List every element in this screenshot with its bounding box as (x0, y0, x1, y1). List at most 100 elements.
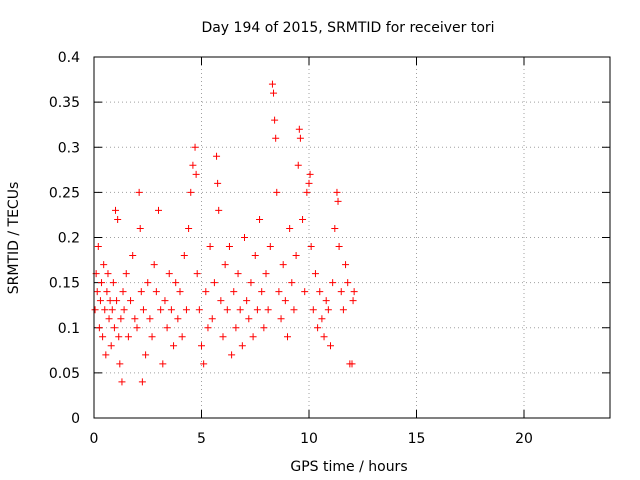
data-point (348, 360, 356, 368)
data-point (342, 261, 350, 269)
data-point (324, 306, 332, 314)
data-point (301, 288, 309, 296)
data-point (138, 378, 146, 386)
data-point (260, 324, 268, 332)
data-point (122, 270, 130, 278)
data-point (144, 279, 152, 287)
data-point (333, 188, 341, 196)
data-point (136, 224, 144, 232)
data-point (286, 224, 294, 232)
data-point (270, 89, 278, 97)
y-tick-label: 0.25 (49, 185, 80, 201)
data-point (112, 206, 119, 214)
data-point (303, 188, 311, 196)
y-tick-label: 0.3 (58, 140, 80, 156)
x-tick-label: 15 (408, 431, 426, 447)
data-point (95, 324, 103, 332)
data-point (101, 306, 109, 314)
data-point (91, 306, 99, 314)
data-point (221, 261, 229, 269)
data-point (318, 315, 326, 323)
data-point (247, 279, 255, 287)
data-point (189, 161, 197, 169)
data-point (322, 297, 330, 305)
y-tick-label: 0.1 (58, 321, 80, 337)
data-point (230, 288, 238, 296)
data-point (131, 315, 139, 323)
data-point (193, 270, 201, 278)
data-point (309, 306, 317, 314)
data-point (176, 288, 184, 296)
data-point (172, 279, 180, 287)
x-tick-label: 5 (197, 431, 206, 447)
data-point (106, 297, 114, 305)
y-tick-label: 0.35 (49, 95, 80, 111)
data-point (236, 306, 244, 314)
data-point (299, 215, 307, 223)
data-point (204, 324, 212, 332)
data-point (213, 152, 221, 160)
data-point (228, 351, 236, 359)
data-point (208, 315, 216, 323)
data-point (279, 261, 287, 269)
data-point (152, 288, 160, 296)
data-point (191, 143, 199, 151)
data-point (93, 288, 101, 296)
data-point (284, 333, 291, 341)
x-axis-label: GPS time / hours (290, 459, 407, 475)
data-point (210, 279, 218, 287)
data-point (157, 306, 165, 314)
data-point (264, 306, 272, 314)
data-point (163, 324, 171, 332)
data-point (290, 306, 298, 314)
grid (94, 57, 610, 418)
data-point (266, 243, 274, 251)
data-point (258, 288, 266, 296)
data-point (139, 306, 147, 314)
data-point (99, 333, 107, 341)
data-point (127, 297, 135, 305)
data-point (277, 315, 285, 323)
data-point (253, 306, 261, 314)
data-point (198, 342, 205, 350)
y-tick-label: 0.2 (58, 231, 80, 247)
data-point (102, 351, 110, 359)
data-point (206, 243, 214, 251)
x-tick-label: 10 (300, 431, 318, 447)
data-point (178, 333, 186, 341)
data-point (159, 360, 167, 368)
data-point (219, 333, 227, 341)
data-point (200, 360, 208, 368)
data-point (307, 243, 315, 251)
data-point (337, 288, 345, 296)
data-point (344, 279, 352, 287)
data-point (146, 315, 154, 323)
data-point (295, 125, 303, 133)
data-point (296, 134, 304, 142)
data-point (133, 324, 141, 332)
data-point (96, 297, 104, 305)
data-point (174, 315, 182, 323)
data-point (339, 306, 347, 314)
data-point (223, 306, 231, 314)
data-point (187, 188, 195, 196)
data-point (195, 306, 203, 314)
data-point (170, 342, 178, 350)
data-point (331, 224, 339, 232)
data-point (294, 161, 302, 169)
chart-title: Day 194 of 2015, SRMTID for receiver tor… (201, 20, 494, 36)
data-point (256, 215, 264, 223)
y-tick-label: 0.05 (49, 366, 80, 382)
data-point (275, 288, 283, 296)
data-point (334, 197, 342, 205)
data-point (241, 234, 248, 241)
data-point (148, 333, 156, 341)
data-point (142, 351, 150, 359)
data-point (329, 279, 337, 287)
data-point (281, 297, 289, 305)
data-point (262, 270, 270, 278)
data-point (137, 288, 145, 296)
data-point (161, 297, 169, 305)
data-point (182, 306, 190, 314)
